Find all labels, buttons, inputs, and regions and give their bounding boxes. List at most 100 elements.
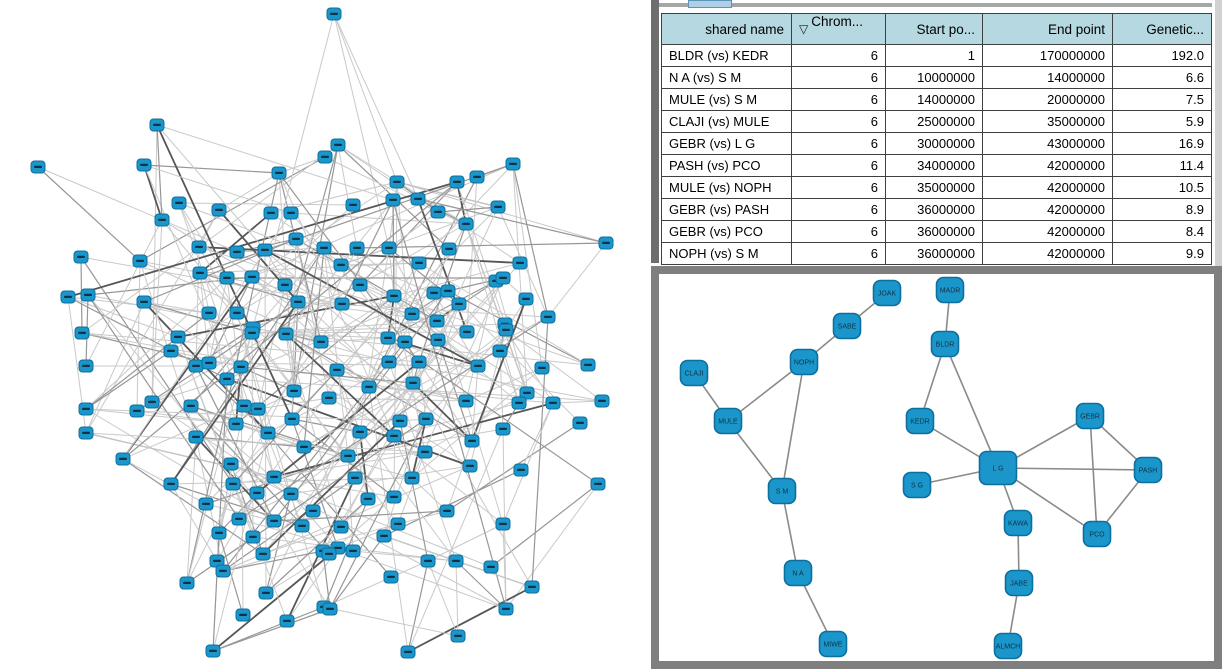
network-node[interactable] [223, 457, 239, 471]
table-cell-start-point[interactable]: 30000000 [885, 132, 983, 155]
node-JOAK[interactable]: JOAK [872, 279, 902, 307]
node-KEDR[interactable]: KEDR [905, 407, 935, 435]
network-node[interactable] [179, 576, 195, 590]
network-node[interactable] [333, 258, 349, 272]
network-node[interactable] [469, 170, 485, 184]
table-cell-genetic[interactable]: 9.9 [1112, 242, 1212, 265]
table-row[interactable]: PASH (vs) PCO 6 34000000 42000000 11.4 [661, 154, 1212, 177]
network-node[interactable] [211, 203, 227, 217]
network-node[interactable] [345, 544, 361, 558]
network-node[interactable] [255, 547, 271, 561]
table-cell-end-point[interactable]: 42000000 [982, 242, 1113, 265]
table-cell-start-point[interactable]: 36000000 [885, 198, 983, 221]
table-cell-shared-name[interactable]: N A (vs) S M [661, 66, 792, 89]
network-node[interactable] [449, 175, 465, 189]
node-N-A[interactable]: N A [783, 559, 813, 587]
table-cell-genetic[interactable]: 10.5 [1112, 176, 1212, 199]
table-cell-shared-name[interactable]: GEBR (vs) L G [661, 132, 792, 155]
node-ALMCH[interactable]: ALMCH [993, 632, 1023, 660]
network-node[interactable] [410, 192, 426, 206]
network-node[interactable] [386, 429, 402, 443]
node-MADR[interactable]: MADR [935, 276, 965, 304]
table-cell-end-point[interactable]: 14000000 [982, 66, 1113, 89]
network-node[interactable] [505, 157, 521, 171]
network-node[interactable] [258, 586, 274, 600]
network-node[interactable] [229, 306, 245, 320]
table-cell-chromosome[interactable]: 6 [791, 154, 886, 177]
network-node[interactable] [115, 452, 131, 466]
table-cell-shared-name[interactable]: PASH (vs) PCO [661, 154, 792, 177]
network-node[interactable] [590, 477, 606, 491]
table-cell-genetic[interactable]: 8.4 [1112, 220, 1212, 243]
network-node[interactable] [518, 292, 534, 306]
table-cell-chromosome[interactable]: 6 [791, 176, 886, 199]
network-node[interactable] [440, 284, 456, 298]
network-node[interactable] [420, 554, 436, 568]
network-node[interactable] [361, 380, 377, 394]
network-node[interactable] [283, 487, 299, 501]
network-node[interactable] [284, 412, 300, 426]
node-CLAJI[interactable]: CLAJI [679, 359, 709, 387]
network-node[interactable] [205, 644, 221, 658]
network-node[interactable] [250, 402, 266, 416]
node-KAWA[interactable]: KAWA [1003, 509, 1033, 537]
network-node[interactable] [345, 198, 361, 212]
table-cell-start-point[interactable]: 14000000 [885, 88, 983, 111]
network-node[interactable] [277, 278, 293, 292]
network-node[interactable] [290, 295, 306, 309]
network-node[interactable] [78, 426, 94, 440]
network-node[interactable] [385, 193, 401, 207]
network-node[interactable] [278, 327, 294, 341]
table-cell-end-point[interactable]: 170000000 [982, 44, 1113, 67]
detail-network-canvas[interactable]: JOAK MADR SABE BLDR NOPH CLAJI MULE KEDR GEBR L G… [659, 274, 1214, 661]
network-node[interactable] [78, 402, 94, 416]
network-node[interactable] [464, 434, 480, 448]
table-cell-chromosome[interactable]: 6 [791, 220, 886, 243]
table-cell-start-point[interactable]: 36000000 [885, 242, 983, 265]
network-node[interactable] [495, 422, 511, 436]
network-node[interactable] [404, 307, 420, 321]
table-cell-chromosome[interactable]: 6 [791, 242, 886, 265]
table-cell-genetic[interactable]: 11.4 [1112, 154, 1212, 177]
network-node[interactable] [219, 372, 235, 386]
table-cell-chromosome[interactable]: 6 [791, 44, 886, 67]
table-cell-chromosome[interactable]: 6 [791, 110, 886, 133]
sort-filter-icon[interactable]: ▽ [799, 22, 809, 36]
network-node[interactable] [352, 278, 368, 292]
network-node[interactable] [430, 333, 446, 347]
network-node[interactable] [389, 175, 405, 189]
table-cell-end-point[interactable]: 42000000 [982, 198, 1113, 221]
network-node[interactable] [170, 330, 186, 344]
network-node[interactable] [74, 326, 90, 340]
network-node[interactable] [598, 236, 614, 250]
network-node[interactable] [228, 417, 244, 431]
table-row[interactable]: BLDR (vs) KEDR 6 1 170000000 192.0 [661, 44, 1212, 67]
node-S-M[interactable]: S M [767, 477, 797, 505]
network-node[interactable] [271, 166, 287, 180]
network-node[interactable] [235, 608, 251, 622]
table-cell-start-point[interactable]: 36000000 [885, 220, 983, 243]
node-BLDR[interactable]: BLDR [930, 330, 960, 358]
network-node[interactable] [263, 206, 279, 220]
overview-network-canvas[interactable] [0, 0, 655, 669]
network-node[interactable] [572, 416, 588, 430]
table-row[interactable]: GEBR (vs) L G 6 30000000 43000000 16.9 [661, 132, 1212, 155]
network-node[interactable] [430, 205, 446, 219]
network-node[interactable] [249, 486, 265, 500]
network-node[interactable] [60, 290, 76, 304]
network-node[interactable] [198, 497, 214, 511]
network-node[interactable] [201, 306, 217, 320]
network-node[interactable] [244, 326, 260, 340]
network-node[interactable] [334, 297, 350, 311]
network-node[interactable] [321, 547, 337, 561]
network-node[interactable] [30, 160, 46, 174]
table-cell-end-point[interactable]: 42000000 [982, 154, 1113, 177]
network-node[interactable] [330, 138, 346, 152]
network-node[interactable] [470, 359, 486, 373]
column-header-genetic[interactable]: Genetic... [1112, 13, 1212, 45]
network-node[interactable] [78, 359, 94, 373]
network-node[interactable] [498, 602, 514, 616]
network-node[interactable] [191, 240, 207, 254]
network-node[interactable] [144, 395, 160, 409]
table-cell-start-point[interactable]: 1 [885, 44, 983, 67]
